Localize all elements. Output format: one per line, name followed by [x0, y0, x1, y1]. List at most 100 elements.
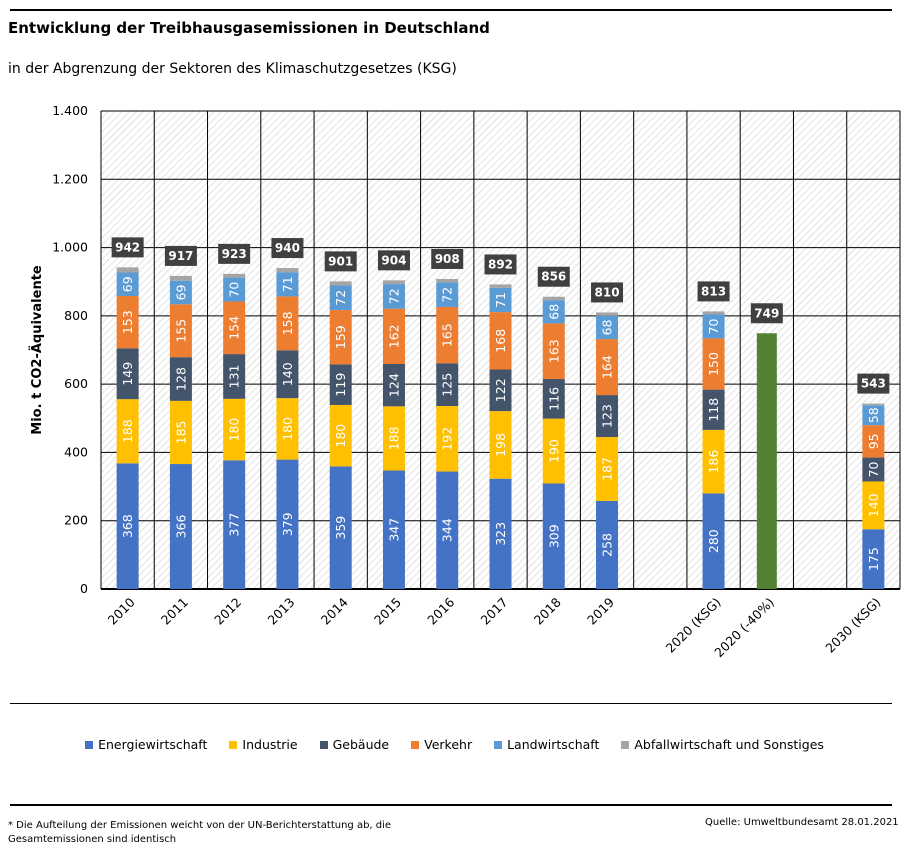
source-note: Quelle: Umweltbundesamt 28.01.2021 [705, 817, 899, 828]
bar-segment [702, 429, 725, 494]
legend-item: Abfallwirtschaft und Sonstiges [621, 737, 824, 752]
bar-segment [223, 273, 246, 278]
segment-label: 153 [120, 310, 135, 334]
bar-segment [223, 354, 246, 399]
legend-item: Gebäude [319, 737, 389, 752]
bar-segment [489, 369, 512, 412]
bar-segment [329, 281, 352, 286]
bar-segment [276, 350, 299, 399]
legend-label: Landwirtschaft [507, 737, 600, 752]
bar-segment [542, 300, 565, 324]
x-tick-label: 2017 [478, 595, 511, 628]
legend-label: Verkehr [424, 737, 473, 752]
total-label-box [324, 251, 357, 272]
total-label: 810 [595, 285, 620, 299]
segment-label: 180 [333, 424, 348, 448]
segment-label: 125 [440, 373, 455, 397]
bar-segment [169, 275, 192, 281]
legend-item: Energiewirtschaft [85, 737, 207, 752]
target-bar [756, 333, 777, 589]
total-label: 904 [381, 253, 406, 267]
bar-segment [329, 466, 352, 589]
bar-segment [489, 478, 512, 589]
bar-segment [542, 379, 565, 419]
bar-segment [276, 398, 299, 460]
bar-segment [702, 389, 725, 430]
segment-label: 154 [227, 316, 242, 340]
segment-label: 188 [120, 419, 135, 443]
segment-label: 72 [386, 288, 401, 304]
total-label: 901 [328, 254, 353, 268]
segment-label: 180 [227, 418, 242, 442]
segment-label: 128 [173, 367, 188, 391]
bar-segment [436, 306, 459, 364]
segment-label: 118 [706, 398, 721, 422]
bar-segment [436, 471, 459, 589]
bar-segment [436, 405, 459, 472]
bar-segment [596, 395, 619, 438]
bar-segment [542, 323, 565, 380]
total-label: 543 [861, 377, 886, 391]
total-label: 813 [701, 284, 726, 298]
x-tick-label: 2011 [158, 595, 191, 628]
total-label-box [750, 303, 783, 324]
total-label-box [377, 250, 410, 271]
total-label: 942 [115, 240, 140, 254]
bar-segment [169, 280, 192, 305]
x-tick-label: 2012 [211, 595, 244, 628]
bar-segment [116, 399, 139, 464]
segment-label: 344 [440, 518, 455, 542]
segment-label: 140 [280, 362, 295, 386]
segment-label: 180 [280, 417, 295, 441]
y-tick-label: 600 [64, 376, 88, 391]
bar-segment [223, 277, 246, 302]
segment-label: 163 [546, 339, 561, 363]
segment-label: 95 [866, 433, 881, 449]
bar-segment [436, 363, 459, 406]
segment-label: 168 [493, 329, 508, 353]
x-tick-label: 2015 [371, 595, 404, 628]
segment-label: 186 [706, 450, 721, 474]
bar-segment [169, 304, 192, 358]
bar-segment [116, 296, 139, 349]
segment-label: 69 [120, 276, 135, 292]
segment-label: 366 [173, 515, 188, 539]
total-label-box [164, 245, 197, 266]
bar-segment [489, 284, 512, 288]
segment-label: 69 [173, 284, 188, 300]
legend-swatch [319, 740, 328, 749]
segment-label: 58 [866, 407, 881, 423]
segment-label: 258 [600, 533, 615, 557]
segment-label: 377 [227, 513, 242, 537]
y-tick-label: 200 [64, 513, 88, 528]
bar-segment [276, 296, 299, 351]
bar-segment [223, 398, 246, 461]
bar-segment [542, 483, 565, 589]
segment-label: 71 [493, 292, 508, 308]
bar-segment [489, 287, 512, 313]
total-label: 749 [754, 306, 779, 320]
x-tick-label: 2018 [531, 594, 564, 627]
segment-label: 149 [120, 362, 135, 386]
bar-segment [702, 493, 725, 589]
bar-segment [596, 315, 619, 340]
chart-svg: 0 200 400 600 800 1.000 1.200 1.400 Mio. t CO2-Ä… [29, 103, 901, 660]
segment-label: 359 [333, 516, 348, 540]
total-label-box [484, 254, 517, 275]
segment-label: 140 [866, 493, 881, 517]
segment-label: 68 [546, 304, 561, 320]
total-label-box [537, 266, 570, 287]
x-tick-label: 2014 [318, 594, 351, 627]
segment-label: 150 [706, 352, 721, 376]
bar-segment [596, 312, 619, 316]
bar-segment [862, 425, 885, 458]
total-label: 856 [541, 270, 566, 284]
legend-rule [10, 703, 892, 704]
bar-segment [382, 284, 405, 309]
x-tick-label: 2010 [105, 594, 138, 627]
bar-segment [542, 296, 565, 301]
y-tick-label: 1.400 [52, 103, 88, 118]
segment-label: 175 [866, 547, 881, 571]
segment-label: 165 [440, 323, 455, 347]
